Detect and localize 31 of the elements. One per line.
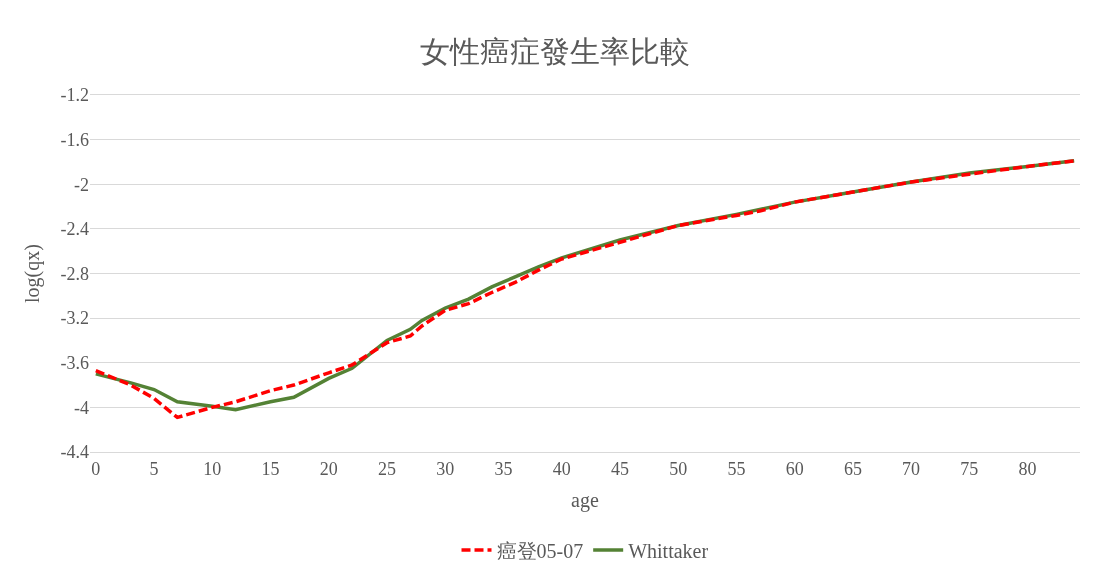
y-tick-label: -4.4 xyxy=(60,442,89,463)
y-tick-label: -2.4 xyxy=(60,219,89,240)
x-tick-label: 30 xyxy=(436,458,455,479)
x-tick-label: 45 xyxy=(610,458,629,479)
x-tick-label: 10 xyxy=(203,458,222,479)
x-tick-label: 55 xyxy=(727,458,746,479)
x-tick-label: 50 xyxy=(669,458,688,479)
legend-label: Whittaker xyxy=(628,539,709,562)
y-tick-label: -1.2 xyxy=(60,85,89,106)
y-axis-title: log(qx) xyxy=(21,244,44,303)
y-tick-label: -2.8 xyxy=(60,263,89,284)
x-tick-label: 15 xyxy=(261,458,280,479)
y-tick-label: -1.6 xyxy=(60,129,89,150)
x-tick-label: 75 xyxy=(960,458,979,479)
x-tick-label: 20 xyxy=(319,458,338,479)
y-tick-label: -3.2 xyxy=(60,308,89,329)
x-tick-label: 80 xyxy=(1018,458,1037,479)
x-tick-label: 65 xyxy=(843,458,862,479)
y-tick-label: -3.6 xyxy=(60,353,89,374)
chart-title: 女性癌症發生率比較 xyxy=(420,34,690,68)
x-tick-label: 0 xyxy=(91,458,101,479)
x-tick-label: 5 xyxy=(149,458,159,479)
x-tick-label: 35 xyxy=(494,458,513,479)
y-tick-label: -4 xyxy=(74,397,89,418)
x-axis-title: age xyxy=(571,489,599,513)
x-tick-label: 25 xyxy=(378,458,396,479)
x-tick-label: 60 xyxy=(785,458,804,479)
y-tick-label: -2 xyxy=(74,174,89,195)
legend-label: 癌登05-07 xyxy=(496,539,584,562)
x-tick-label: 40 xyxy=(552,458,571,479)
x-tick-label: 70 xyxy=(902,458,921,479)
